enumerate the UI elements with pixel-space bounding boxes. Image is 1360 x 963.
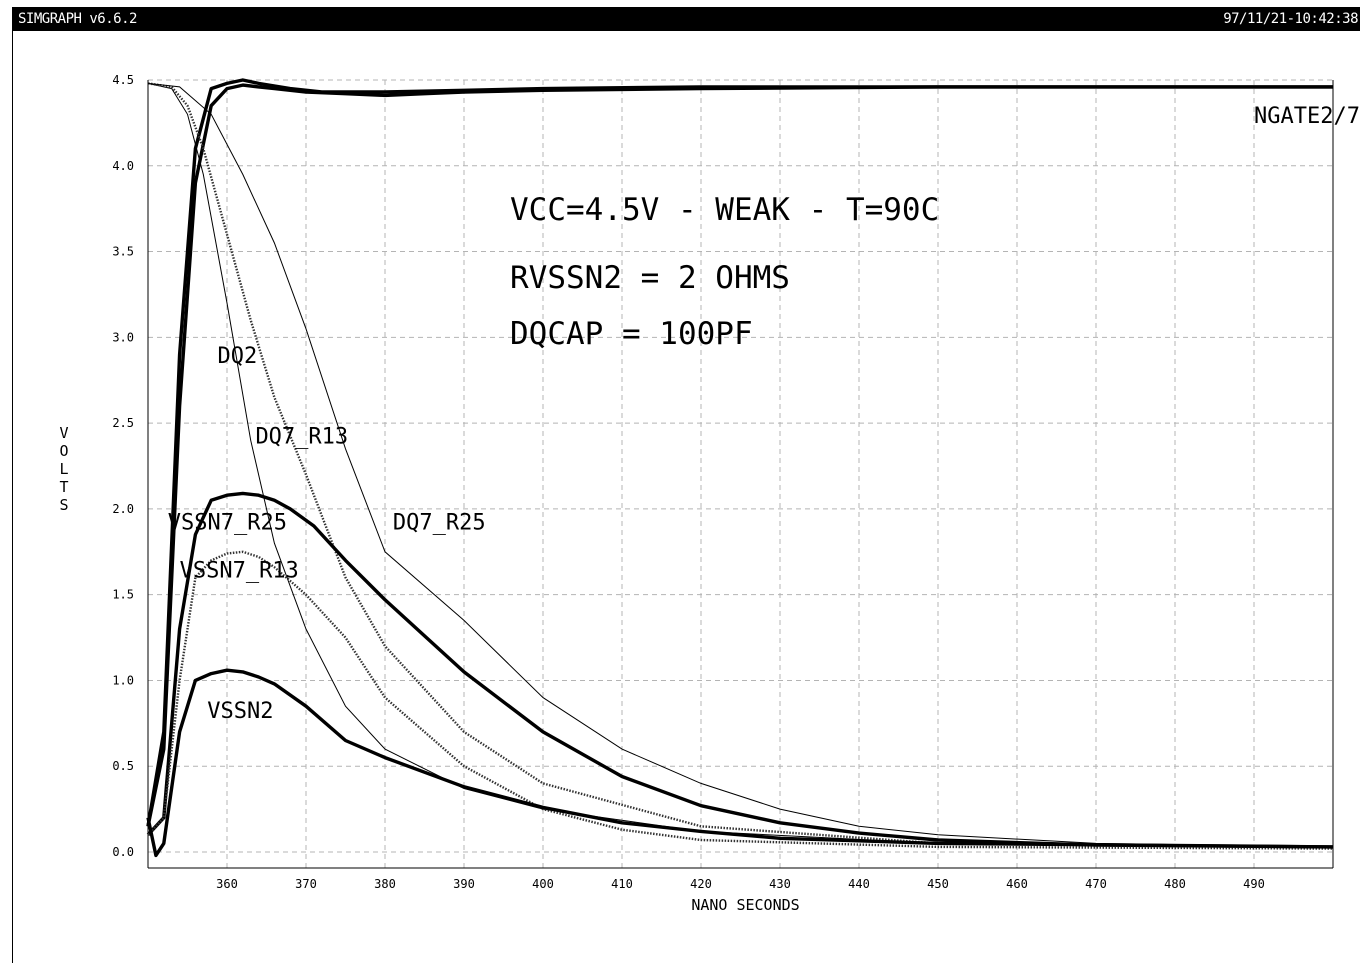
series-label-vssn7-r25: VSSN7_R25 [168, 510, 287, 535]
x-tick-label: 400 [532, 877, 554, 891]
y-tick-label: 3.0 [112, 330, 134, 344]
series-line-vssn2 [146, 668, 1334, 858]
series-line-dq7-r13 [147, 82, 1334, 849]
series-line-vssn7-r13 [147, 550, 1334, 850]
series-label-vssn7-r13: VSSN7_R13 [180, 559, 299, 584]
y-tick-label: 0.5 [112, 759, 134, 773]
y-tick-label: 4.0 [112, 159, 134, 173]
series-label-vssn2: VSSN2 [207, 699, 273, 724]
window-timestamp: 97/11/21-10:42:38 [1223, 11, 1358, 27]
x-tick-label: 480 [1164, 877, 1186, 891]
annotation-text: RVSSN2 = 2 OHMS [510, 260, 790, 296]
y-tick-label: 1.0 [112, 673, 134, 687]
y-tick-label: 3.5 [112, 245, 134, 259]
chart-ticks: 0.0 0.5 1.0 1.5 2.0 2.5 3.0 3.5 4.0 4.5 360 370 380 3… [112, 73, 1265, 891]
x-tick-label: 360 [216, 877, 238, 891]
chart-series-labels: NGATE2/7 DQ2 DQ7_R13 DQ7_R25 VSSN7_R25 VSSN7_… [168, 104, 1360, 724]
x-tick-label: 490 [1243, 877, 1265, 891]
x-tick-label: 420 [690, 877, 712, 891]
window-frame-left [12, 31, 13, 963]
series-line-dq7-r25 [147, 82, 1334, 848]
x-tick-label: 470 [1085, 877, 1107, 891]
window-title-bar: SIMGRAPH v6.6.2 97/11/21-10:42:38 [12, 7, 1360, 31]
series-line-ngate2-7 [146, 78, 1333, 827]
x-axis-label: NANO SECONDS [691, 896, 799, 914]
series-line-vssn7-r25 [146, 491, 1334, 849]
x-tick-label: 390 [453, 877, 475, 891]
x-tick-label: 410 [611, 877, 633, 891]
series-label-dq7-r25: DQ7_R25 [393, 510, 486, 535]
y-tick-label: 0.0 [112, 845, 134, 859]
y-axis-label-letter: O [59, 442, 68, 460]
y-tick-label: 4.5 [112, 73, 134, 87]
y-tick-label: 2.0 [112, 502, 134, 516]
series-label-dq2: DQ2 [218, 344, 258, 369]
y-tick-label: 2.5 [112, 416, 134, 430]
chart-axes [147, 80, 1334, 869]
x-tick-label: 440 [848, 877, 870, 891]
x-tick-label: 430 [769, 877, 791, 891]
series-label-dq7-r13: DQ7_R13 [255, 425, 348, 450]
y-axis-label-letter: V [59, 424, 68, 442]
y-axis-label-letter: L [59, 460, 68, 478]
x-tick-label: 450 [927, 877, 949, 891]
series-label-ngate2-7: NGATE2/7 [1254, 104, 1360, 129]
y-axis-label-letter: S [59, 496, 68, 514]
x-tick-label: 370 [295, 877, 317, 891]
app-title: SIMGRAPH v6.6.2 [18, 11, 137, 27]
y-tick-label: 1.5 [112, 588, 134, 602]
x-tick-label: 460 [1006, 877, 1028, 891]
chart-series [146, 78, 1334, 858]
y-axis-label-letter: T [59, 478, 68, 496]
chart-annotations: VCC=4.5V - WEAK - T=90C RVSSN2 = 2 OHMS DQ… [510, 192, 939, 352]
x-tick-label: 380 [374, 877, 396, 891]
annotation-text: DQCAP = 100PF [510, 316, 753, 352]
annotation-text: VCC=4.5V - WEAK - T=90C [510, 192, 939, 228]
